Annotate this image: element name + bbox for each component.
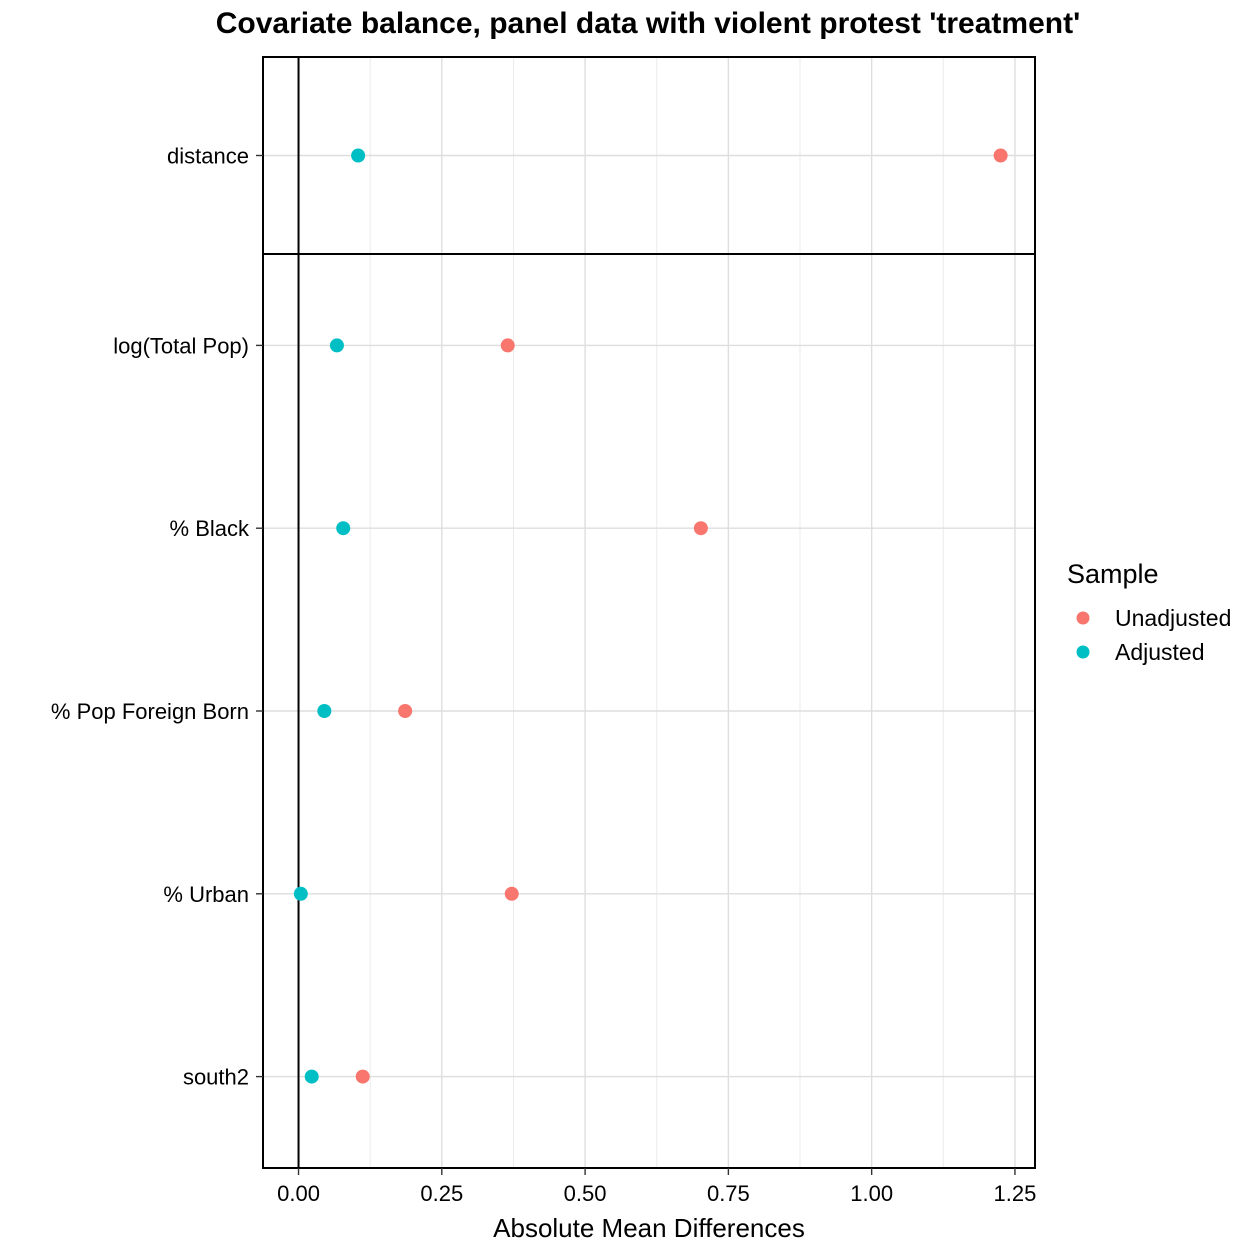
y-tick-label: distance <box>167 144 249 169</box>
point-adjusted <box>329 338 344 353</box>
y-tick-label: % Black <box>170 516 250 541</box>
point-unadjusted <box>504 886 519 901</box>
point-unadjusted <box>398 704 413 718</box>
x-tick-label: 0.75 <box>707 1181 750 1206</box>
y-tick-label: log(Total Pop) <box>113 333 249 358</box>
x-tick-label: 0.50 <box>564 1181 607 1206</box>
legend: Sample Unadjusted Adjusted <box>1067 559 1231 665</box>
point-adjusted <box>304 1069 319 1084</box>
plot-area: distance log(Total Pop) % Black % Pop Forei… <box>51 56 1037 1206</box>
point-unadjusted <box>993 148 1008 163</box>
legend-key-unadjusted <box>1076 611 1090 625</box>
y-tick-label: % Pop Foreign Born <box>51 699 249 724</box>
point-unadjusted <box>500 338 515 353</box>
legend-key-adjusted <box>1076 645 1090 659</box>
legend-label-unadjusted: Unadjusted <box>1115 605 1231 631</box>
point-adjusted <box>351 148 366 163</box>
y-tick-label: % Urban <box>163 882 249 907</box>
chart-title: Covariate balance, panel data with viole… <box>216 7 1080 40</box>
point-adjusted <box>317 704 332 718</box>
x-tick-label: 0.00 <box>277 1181 320 1206</box>
legend-label-adjusted: Adjusted <box>1115 639 1205 665</box>
point-unadjusted <box>355 1069 370 1084</box>
point-adjusted <box>336 521 351 536</box>
x-tick-label: 1.00 <box>850 1181 893 1206</box>
x-tick-label: 0.25 <box>420 1181 463 1206</box>
legend-title: Sample <box>1067 559 1159 589</box>
y-tick-label: south2 <box>183 1065 249 1090</box>
x-axis-title: Absolute Mean Differences <box>493 1213 805 1243</box>
point-adjusted <box>293 886 308 901</box>
point-unadjusted <box>693 521 708 536</box>
x-tick-label: 1.25 <box>994 1181 1037 1206</box>
